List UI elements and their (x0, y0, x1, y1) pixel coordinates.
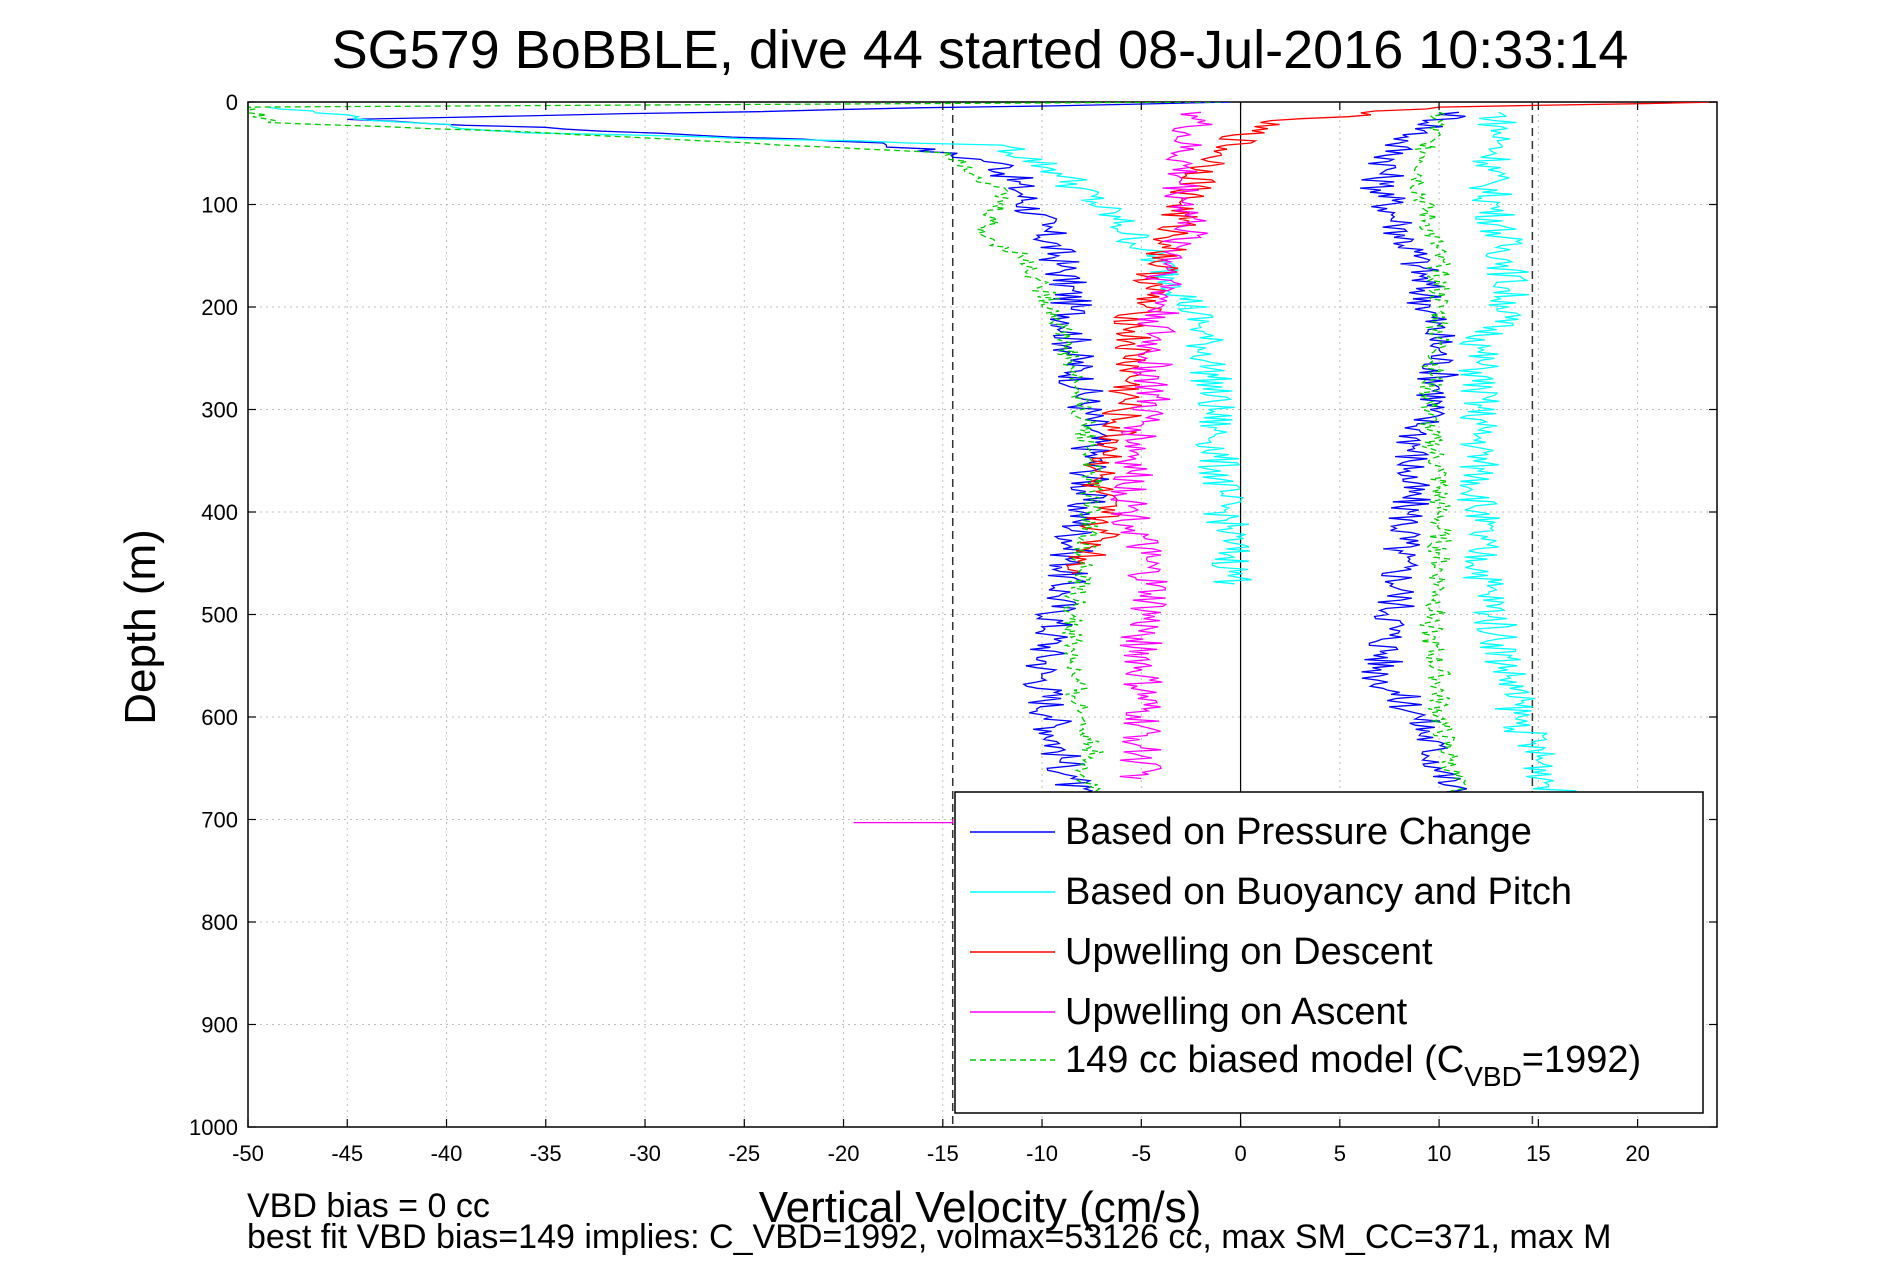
x-tick-label: -10 (1026, 1141, 1058, 1166)
series-line (853, 819, 954, 824)
y-tick-label: 900 (201, 1013, 238, 1038)
x-tick-label: -35 (530, 1141, 562, 1166)
legend-label-tail: =1992) (1522, 1039, 1641, 1081)
x-tick-label: -20 (828, 1141, 860, 1166)
series-line (248, 102, 1221, 821)
x-tick-label: -30 (629, 1141, 661, 1166)
legend-box (954, 791, 1704, 1114)
y-axis-label: Depth (m) (116, 529, 165, 725)
series-layer (248, 102, 1717, 824)
y-tick-label: 600 (201, 705, 238, 730)
series-line (1065, 102, 1717, 575)
x-tick-label: -45 (331, 1141, 363, 1166)
footer-line-2: best fit VBD bias=149 implies: C_VBD=199… (247, 1218, 1611, 1256)
tick-layer: -50 -45 -40 -35 -30 -25 -20 -15 -10 -5 0 5 10 15 20010… (189, 90, 1717, 1166)
y-tick-label: 500 (201, 603, 238, 628)
legend-label: Upwelling on Ascent (1065, 991, 1408, 1033)
series-line (1360, 111, 1474, 810)
y-tick-label: 0 (226, 90, 238, 115)
footer-line-1: VBD bias = 0 cc (247, 1187, 490, 1225)
series-line (267, 106, 1252, 585)
x-tick-label: 20 (1625, 1141, 1649, 1166)
x-tick-label: 5 (1334, 1141, 1346, 1166)
y-tick-label: 100 (201, 193, 238, 218)
legend-label: Upwelling on Descent (1065, 931, 1433, 973)
chart-title: SG579 BoBBLE, dive 44 started 08-Jul-201… (332, 20, 1629, 80)
x-tick-label: 10 (1427, 1141, 1451, 1166)
x-tick-label: 0 (1234, 1141, 1246, 1166)
legend-label-main: 149 cc biased model (C (1065, 1039, 1464, 1081)
x-tick-label: -25 (728, 1141, 760, 1166)
y-tick-label: 700 (201, 808, 238, 833)
legend: Based on Pressure Change Based on Buoyanc… (954, 791, 1704, 1114)
x-tick-label: -5 (1132, 1141, 1152, 1166)
y-tick-label: 200 (201, 295, 238, 320)
legend-label: Based on Buoyancy and Pitch (1065, 871, 1572, 913)
x-tick-label: -50 (232, 1141, 264, 1166)
legend-label: Based on Pressure Change (1065, 811, 1532, 853)
series-line (1110, 111, 1213, 780)
series-line (1457, 111, 1576, 800)
y-tick-label: 300 (201, 398, 238, 423)
x-tick-label: -40 (431, 1141, 463, 1166)
y-tick-label: 800 (201, 910, 238, 935)
x-tick-label: -15 (927, 1141, 959, 1166)
x-tick-label: 15 (1526, 1141, 1550, 1166)
y-tick-label: 400 (201, 500, 238, 525)
legend-label-sub: VBD (1464, 1061, 1522, 1092)
series-line (347, 102, 1231, 821)
legend-label: 149 cc biased model (CVBD=1992) (1065, 1039, 1641, 1092)
y-tick-label: 1000 (189, 1115, 238, 1140)
x-axis-label: Vertical Velocity (cm/s) (759, 1183, 1202, 1232)
